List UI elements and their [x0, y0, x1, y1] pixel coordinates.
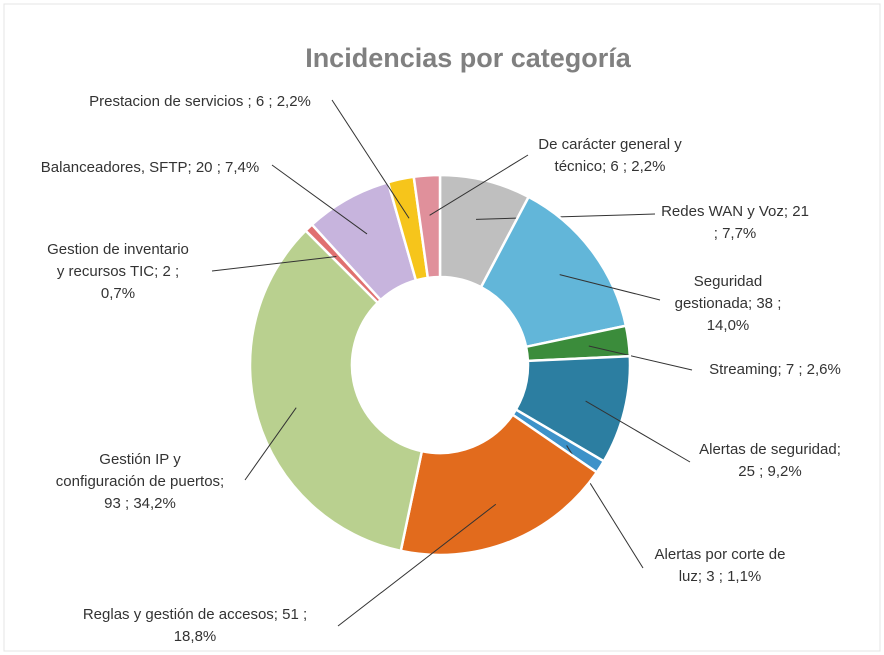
donut-slice: [479, 195, 628, 349]
leader-line: [588, 345, 693, 371]
data-label: Prestacion de servicios ; 6 ; 2,2%: [89, 93, 311, 110]
donut-slice: [248, 228, 424, 553]
data-label: Alertas de seguridad;: [699, 441, 841, 458]
data-label: configuración de puertos;: [56, 473, 224, 490]
leader-line: [244, 407, 297, 481]
donut-slice: [412, 173, 442, 280]
leader-line: [331, 99, 410, 219]
data-label: Streaming; 7 ; 2,6%: [709, 361, 841, 378]
data-label: Balanceadores, SFTP; 20 ; 7,4%: [41, 159, 259, 176]
chart-title: Incidencias por categoría: [305, 43, 632, 73]
data-label: Gestión IP y: [99, 451, 181, 468]
data-label: 14,0%: [707, 317, 750, 334]
data-label: ; 7,7%: [714, 225, 757, 242]
data-label: luz; 3 ; 1,1%: [679, 568, 762, 585]
leader-line: [559, 274, 661, 301]
data-label: Seguridad: [694, 273, 762, 290]
leader-line: [271, 164, 368, 235]
data-label: técnico; 6 ; 2,2%: [555, 158, 666, 175]
data-label: Reglas y gestión de accesos; 51 ;: [83, 606, 307, 623]
data-label: Gestion de inventario: [47, 241, 189, 258]
donut-slice: [399, 412, 599, 557]
leader-line: [337, 503, 497, 627]
data-label: Redes WAN y Voz; 21: [661, 203, 809, 220]
leader-line: [211, 256, 337, 272]
leader-line: [476, 213, 656, 220]
data-label: 18,8%: [174, 628, 217, 645]
data-label: 0,7%: [101, 285, 135, 302]
data-label: 25 ; 9,2%: [738, 463, 801, 480]
data-label: gestionada; 38 ;: [675, 295, 782, 312]
leader-line: [429, 154, 529, 216]
data-label: y recursos TIC; 2 ;: [57, 263, 179, 280]
leader-line: [585, 400, 691, 463]
data-label: De carácter general y: [538, 136, 682, 153]
data-label: Alertas por corte de: [655, 546, 786, 563]
data-label: 93 ; 34,2%: [104, 495, 176, 512]
